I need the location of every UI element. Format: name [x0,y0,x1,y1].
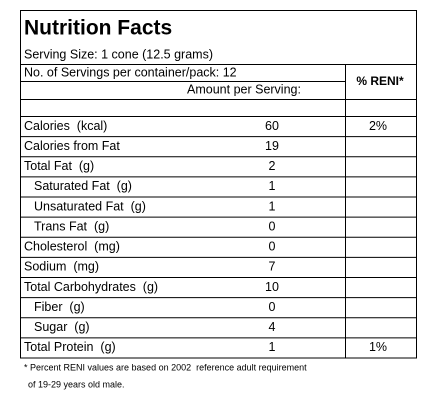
nutrient-amount: 1 [269,199,276,213]
nutrient-reni: 1% [369,340,387,354]
nutrient-amount: 0 [269,300,276,314]
nutrient-amount: 1 [269,340,276,354]
nutrient-amount: 19 [265,139,279,153]
nutrient-amount: 2 [269,159,276,173]
nutrient-name: Total Carbohydrates (g) [24,280,158,294]
nutrient-name: Unsaturated Fat (g) [34,199,146,213]
nutrient-name: Sugar (g) [34,320,90,334]
nutrient-amount: 7 [269,260,276,274]
nutrient-name: Total Protein (g) [24,340,116,354]
nutrient-name: Cholesterol (mg) [24,240,120,254]
nutrient-name: Trans Fat (g) [34,219,109,233]
nutrient-name: Fiber (g) [34,300,85,314]
nutrient-amount: 0 [269,219,276,233]
nutrient-name: Saturated Fat (g) [34,179,132,193]
nutrient-name: Calories (kcal) [24,119,107,133]
nutrient-amount: 0 [269,240,276,254]
nutrient-name: Total Fat (g) [24,159,94,173]
title: Nutrition Facts [24,17,172,40]
nutrient-name: Sodium (mg) [24,260,99,274]
servings-per-container: No. of Servings per container/pack: 12 [24,65,237,79]
nutrient-amount: 10 [265,280,279,294]
nutrient-amount: 1 [269,179,276,193]
label-border [20,10,417,359]
footnote: of 19-29 years old male. [28,379,125,389]
footnote: * Percent RENI values are based on 2002 … [24,362,307,372]
nutrient-amount: 4 [269,320,276,334]
nutrient-amount: 60 [265,119,279,133]
nutrient-reni: 2% [369,119,387,133]
nutrient-name: Calories from Fat [24,139,120,153]
reni-header: % RENI* [356,74,404,88]
amount-header: Amount per Serving: [187,82,301,96]
serving-size: Serving Size: 1 cone (12.5 grams) [24,47,213,61]
